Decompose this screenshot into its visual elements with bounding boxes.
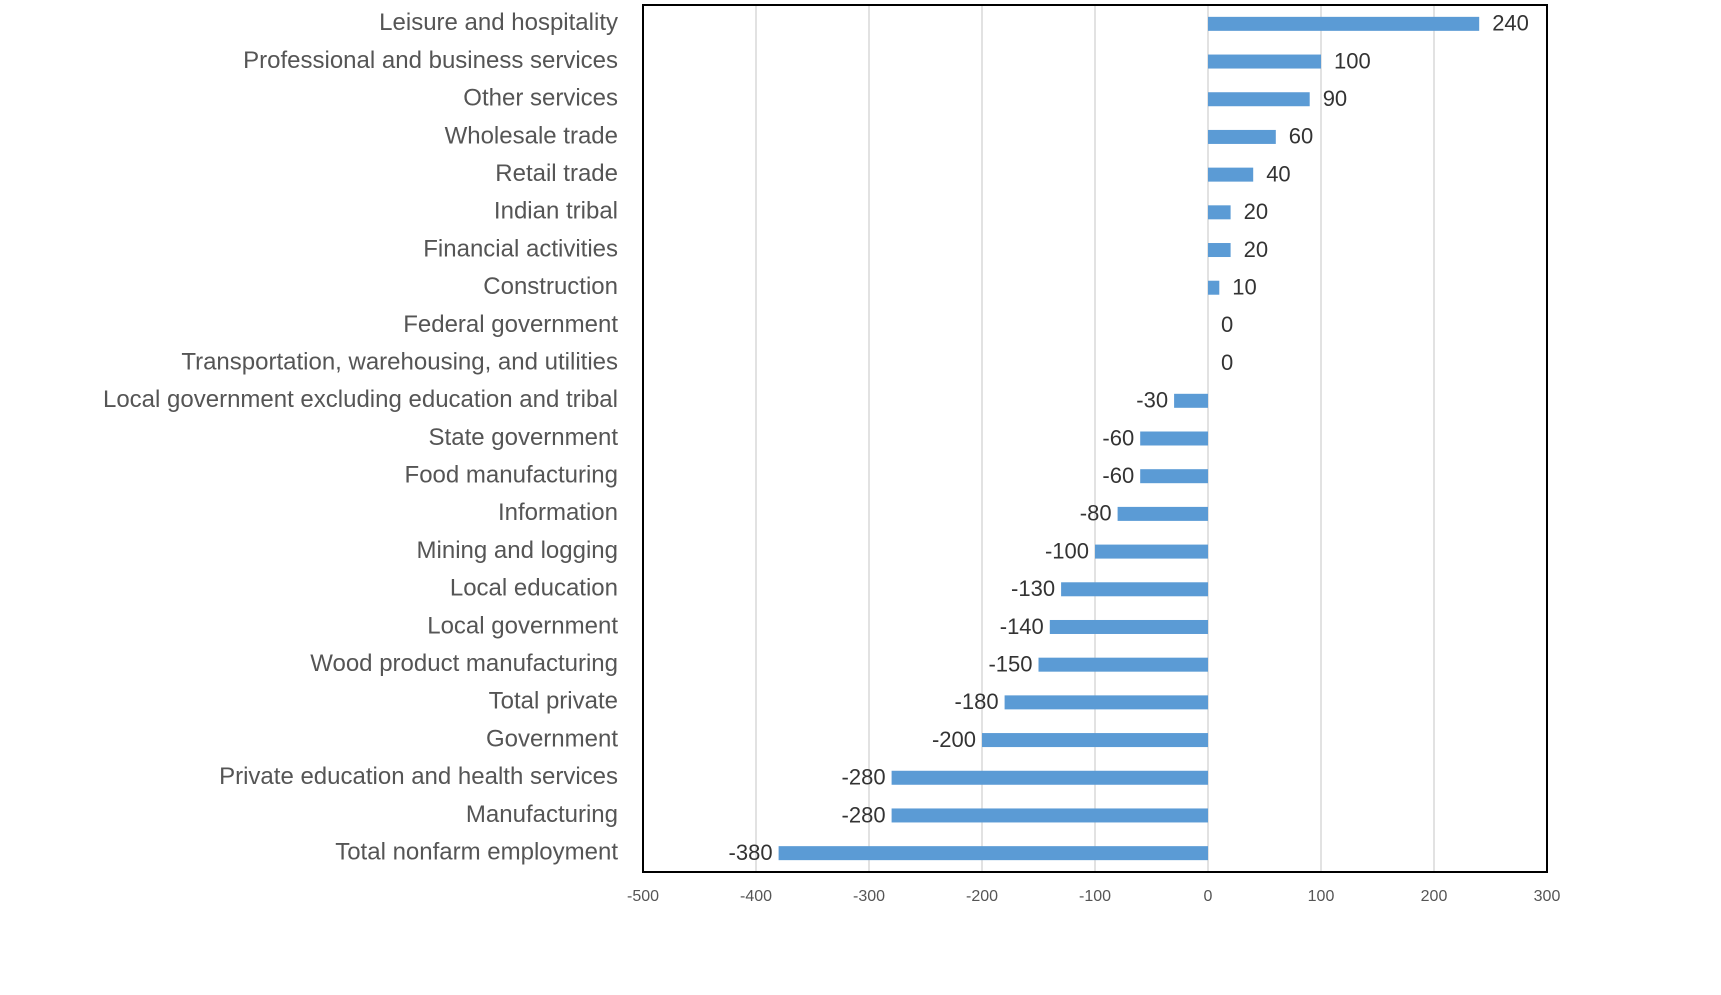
data-label: -80 [1080, 501, 1112, 526]
x-tick-label: 0 [1204, 888, 1213, 905]
bar [1038, 657, 1208, 672]
y-tick-label: Local education [450, 575, 618, 602]
data-label: 0 [1221, 312, 1233, 337]
data-label: -380 [729, 840, 773, 865]
y-tick-label: Financial activities [423, 235, 618, 262]
data-label: -60 [1102, 463, 1134, 488]
y-tick-label: Mining and logging [417, 537, 618, 564]
bar [1140, 431, 1208, 446]
bar [1208, 280, 1220, 295]
x-tick-label: -100 [1079, 888, 1111, 905]
data-label: 20 [1244, 237, 1268, 262]
x-tick-label: 200 [1421, 888, 1448, 905]
bar [1208, 243, 1231, 258]
data-label: -130 [1011, 576, 1055, 601]
bar [891, 770, 1208, 785]
data-label: -30 [1136, 388, 1168, 413]
bar [778, 846, 1208, 861]
bar [1174, 393, 1208, 408]
y-tick-label: Indian tribal [494, 198, 618, 225]
bar [1208, 205, 1231, 220]
bar [1208, 54, 1321, 69]
bar [891, 808, 1208, 823]
y-tick-label: Local government excluding education and… [103, 386, 618, 413]
data-label: -280 [842, 765, 886, 790]
y-tick-label: Local government [427, 612, 618, 639]
y-tick-label: Wood product manufacturing [310, 650, 618, 677]
y-tick-label: Construction [483, 273, 618, 300]
bar [1117, 506, 1208, 521]
y-tick-label: Information [498, 499, 618, 526]
data-label: 20 [1244, 199, 1268, 224]
data-label: 60 [1289, 124, 1313, 149]
x-tick-label: 100 [1308, 888, 1335, 905]
bar [1208, 16, 1480, 31]
data-label: 240 [1492, 11, 1529, 36]
data-label: -100 [1045, 538, 1089, 563]
y-tick-label: Total private [489, 688, 618, 715]
x-tick-label: -200 [966, 888, 998, 905]
bar [1208, 129, 1276, 144]
x-tick-label: 300 [1534, 888, 1561, 905]
bar [1095, 544, 1208, 559]
x-tick-label: -400 [740, 888, 772, 905]
y-tick-label: Federal government [403, 311, 618, 338]
data-label: -180 [955, 689, 999, 714]
y-tick-label: Professional and business services [243, 47, 618, 74]
bar [1049, 619, 1208, 634]
data-label: 100 [1334, 48, 1371, 73]
y-tick-label: Transportation, warehousing, and utiliti… [181, 348, 618, 375]
x-tick-label: -300 [853, 888, 885, 905]
data-label: 10 [1232, 275, 1256, 300]
data-label: 90 [1323, 86, 1347, 111]
y-tick-label: Wholesale trade [445, 122, 618, 149]
y-tick-label: Leisure and hospitality [379, 9, 618, 36]
y-tick-label: Retail trade [495, 160, 618, 187]
bar [982, 733, 1208, 748]
data-label: -200 [932, 727, 976, 752]
y-tick-label: Food manufacturing [405, 462, 618, 489]
y-tick-label: State government [429, 424, 619, 451]
y-tick-label: Total nonfarm employment [335, 838, 618, 865]
y-tick-label: Other services [463, 85, 618, 112]
x-tick-label: -500 [627, 888, 659, 905]
bar [1004, 695, 1208, 710]
data-label: -280 [842, 802, 886, 827]
bar [1208, 92, 1310, 107]
data-label: -60 [1102, 425, 1134, 450]
bar [1061, 582, 1208, 597]
data-label: 0 [1221, 350, 1233, 375]
bar [1140, 469, 1208, 484]
bar [1208, 167, 1254, 182]
y-tick-label: Private education and health services [219, 763, 618, 790]
data-label: -140 [1000, 614, 1044, 639]
y-tick-label: Manufacturing [466, 801, 618, 828]
data-label: 40 [1266, 161, 1290, 186]
y-tick-label: Government [486, 725, 618, 752]
data-label: -150 [988, 651, 1032, 676]
plot-border [642, 4, 1548, 873]
